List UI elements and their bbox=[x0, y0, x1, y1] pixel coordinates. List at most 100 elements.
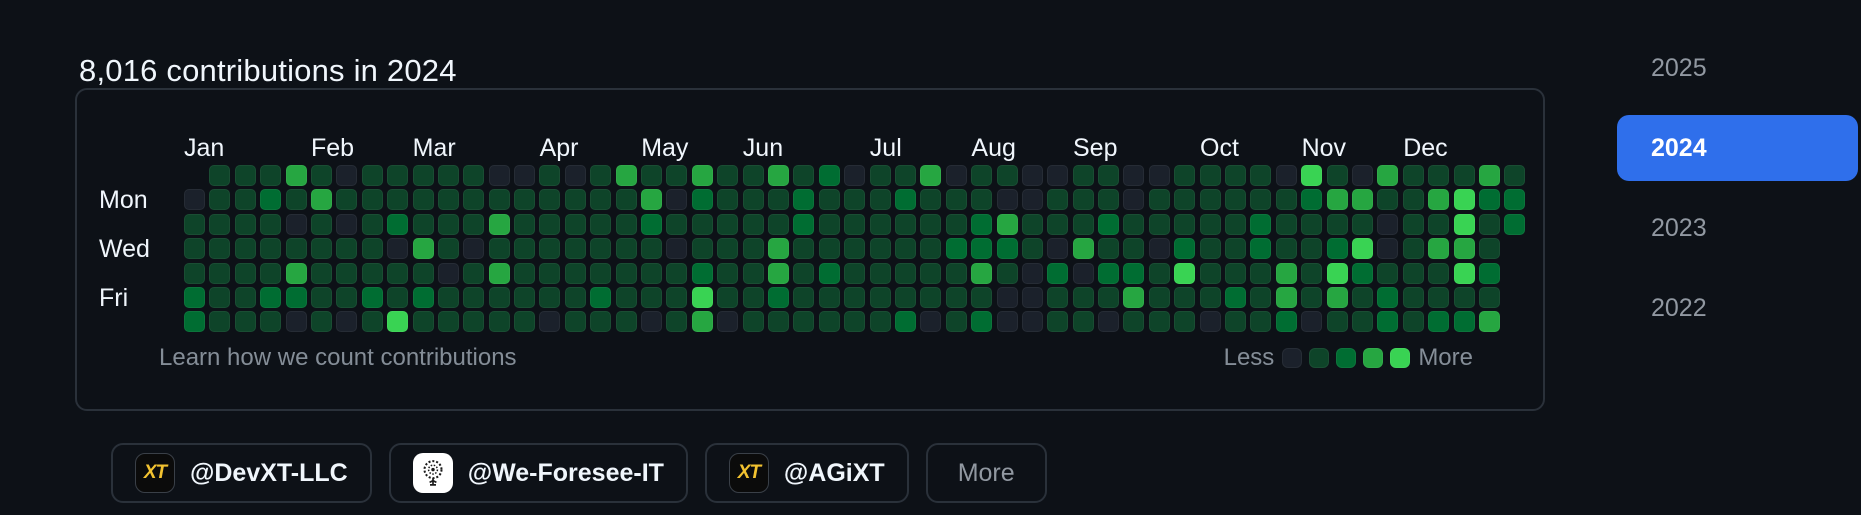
contribution-day-cell[interactable] bbox=[590, 238, 612, 260]
contribution-day-cell[interactable] bbox=[945, 213, 967, 235]
contribution-day-cell[interactable] bbox=[641, 189, 663, 211]
contribution-day-cell[interactable] bbox=[539, 262, 561, 284]
contribution-day-cell[interactable] bbox=[285, 311, 307, 333]
contribution-day-cell[interactable] bbox=[310, 311, 332, 333]
contribution-day-cell[interactable] bbox=[514, 189, 536, 211]
contribution-day-cell[interactable] bbox=[1453, 213, 1475, 235]
contribution-day-cell[interactable] bbox=[1478, 262, 1500, 284]
contribution-day-cell[interactable] bbox=[666, 213, 688, 235]
contribution-day-cell[interactable] bbox=[666, 286, 688, 308]
contribution-day-cell[interactable] bbox=[691, 213, 713, 235]
contribution-day-cell[interactable] bbox=[1225, 311, 1247, 333]
contribution-day-cell[interactable] bbox=[412, 238, 434, 260]
contribution-day-cell[interactable] bbox=[539, 311, 561, 333]
contribution-day-cell[interactable] bbox=[1021, 213, 1043, 235]
contribution-day-cell[interactable] bbox=[1250, 165, 1272, 186]
contribution-day-cell[interactable] bbox=[717, 262, 739, 284]
contribution-day-cell[interactable] bbox=[971, 311, 993, 333]
contribution-day-cell[interactable] bbox=[691, 286, 713, 308]
contribution-day-cell[interactable] bbox=[1275, 262, 1297, 284]
contribution-day-cell[interactable] bbox=[1326, 189, 1348, 211]
contribution-day-cell[interactable] bbox=[691, 189, 713, 211]
contribution-day-cell[interactable] bbox=[1377, 165, 1399, 186]
contribution-day-cell[interactable] bbox=[1326, 262, 1348, 284]
contribution-day-cell[interactable] bbox=[869, 213, 891, 235]
contribution-day-cell[interactable] bbox=[285, 286, 307, 308]
contribution-day-cell[interactable] bbox=[818, 213, 840, 235]
contribution-day-cell[interactable] bbox=[1326, 165, 1348, 186]
contribution-day-cell[interactable] bbox=[742, 189, 764, 211]
contribution-day-cell[interactable] bbox=[920, 238, 942, 260]
contribution-day-cell[interactable] bbox=[1428, 262, 1450, 284]
contribution-day-cell[interactable] bbox=[945, 238, 967, 260]
contribution-day-cell[interactable] bbox=[641, 311, 663, 333]
contribution-day-cell[interactable] bbox=[869, 238, 891, 260]
contribution-day-cell[interactable] bbox=[1275, 311, 1297, 333]
contribution-day-cell[interactable] bbox=[920, 262, 942, 284]
contribution-day-cell[interactable] bbox=[1098, 213, 1120, 235]
contribution-day-cell[interactable] bbox=[1174, 238, 1196, 260]
contribution-day-cell[interactable] bbox=[1174, 213, 1196, 235]
contribution-day-cell[interactable] bbox=[793, 286, 815, 308]
contribution-day-cell[interactable] bbox=[945, 286, 967, 308]
contribution-day-cell[interactable] bbox=[1174, 165, 1196, 186]
contribution-day-cell[interactable] bbox=[1250, 213, 1272, 235]
contribution-day-cell[interactable] bbox=[209, 262, 231, 284]
contribution-day-cell[interactable] bbox=[1301, 213, 1323, 235]
contribution-day-cell[interactable] bbox=[1123, 213, 1145, 235]
contribution-day-cell[interactable] bbox=[869, 286, 891, 308]
contribution-day-cell[interactable] bbox=[1047, 189, 1069, 211]
contribution-day-cell[interactable] bbox=[1072, 286, 1094, 308]
contribution-day-cell[interactable] bbox=[1402, 213, 1424, 235]
contribution-day-cell[interactable] bbox=[1047, 311, 1069, 333]
contribution-day-cell[interactable] bbox=[463, 286, 485, 308]
contribution-day-cell[interactable] bbox=[1021, 189, 1043, 211]
contribution-day-cell[interactable] bbox=[1148, 213, 1170, 235]
contribution-day-cell[interactable] bbox=[1453, 286, 1475, 308]
contribution-day-cell[interactable] bbox=[1021, 262, 1043, 284]
contribution-day-cell[interactable] bbox=[336, 311, 358, 333]
contribution-day-cell[interactable] bbox=[615, 238, 637, 260]
contribution-day-cell[interactable] bbox=[539, 213, 561, 235]
contribution-day-cell[interactable] bbox=[488, 311, 510, 333]
contribution-day-cell[interactable] bbox=[539, 238, 561, 260]
contribution-day-cell[interactable] bbox=[641, 213, 663, 235]
contribution-day-cell[interactable] bbox=[412, 189, 434, 211]
contribution-day-cell[interactable] bbox=[437, 213, 459, 235]
contribution-day-cell[interactable] bbox=[463, 165, 485, 186]
contribution-day-cell[interactable] bbox=[1351, 189, 1373, 211]
contribution-day-cell[interactable] bbox=[691, 238, 713, 260]
contribution-day-cell[interactable] bbox=[1072, 165, 1094, 186]
contribution-day-cell[interactable] bbox=[1199, 286, 1221, 308]
contribution-day-cell[interactable] bbox=[793, 311, 815, 333]
contribution-day-cell[interactable] bbox=[793, 238, 815, 260]
contribution-day-cell[interactable] bbox=[310, 189, 332, 211]
contribution-day-cell[interactable] bbox=[1199, 311, 1221, 333]
contribution-day-cell[interactable] bbox=[641, 286, 663, 308]
contribution-day-cell[interactable] bbox=[894, 262, 916, 284]
contribution-day-cell[interactable] bbox=[1199, 262, 1221, 284]
contribution-day-cell[interactable] bbox=[184, 286, 205, 308]
contribution-day-cell[interactable] bbox=[767, 238, 789, 260]
contribution-day-cell[interactable] bbox=[184, 311, 205, 333]
contribution-day-cell[interactable] bbox=[564, 311, 586, 333]
year-item-2025[interactable]: 2025 bbox=[1651, 54, 1707, 82]
contribution-day-cell[interactable] bbox=[920, 189, 942, 211]
contribution-day-cell[interactable] bbox=[1123, 262, 1145, 284]
org-filter-devxt-llc[interactable]: XT @DevXT-LLC bbox=[111, 443, 372, 503]
contribution-day-cell[interactable] bbox=[996, 213, 1018, 235]
contribution-day-cell[interactable] bbox=[1351, 213, 1373, 235]
contribution-day-cell[interactable] bbox=[1428, 311, 1450, 333]
contribution-day-cell[interactable] bbox=[742, 311, 764, 333]
contribution-day-cell[interactable] bbox=[1402, 238, 1424, 260]
contribution-day-cell[interactable] bbox=[336, 286, 358, 308]
contribution-day-cell[interactable] bbox=[767, 189, 789, 211]
contribution-day-cell[interactable] bbox=[1428, 189, 1450, 211]
contribution-day-cell[interactable] bbox=[1148, 286, 1170, 308]
contribution-day-cell[interactable] bbox=[818, 286, 840, 308]
contribution-day-cell[interactable] bbox=[894, 165, 916, 186]
contribution-day-cell[interactable] bbox=[971, 238, 993, 260]
contribution-day-cell[interactable] bbox=[590, 262, 612, 284]
contribution-day-cell[interactable] bbox=[615, 311, 637, 333]
contribution-day-cell[interactable] bbox=[1072, 311, 1094, 333]
